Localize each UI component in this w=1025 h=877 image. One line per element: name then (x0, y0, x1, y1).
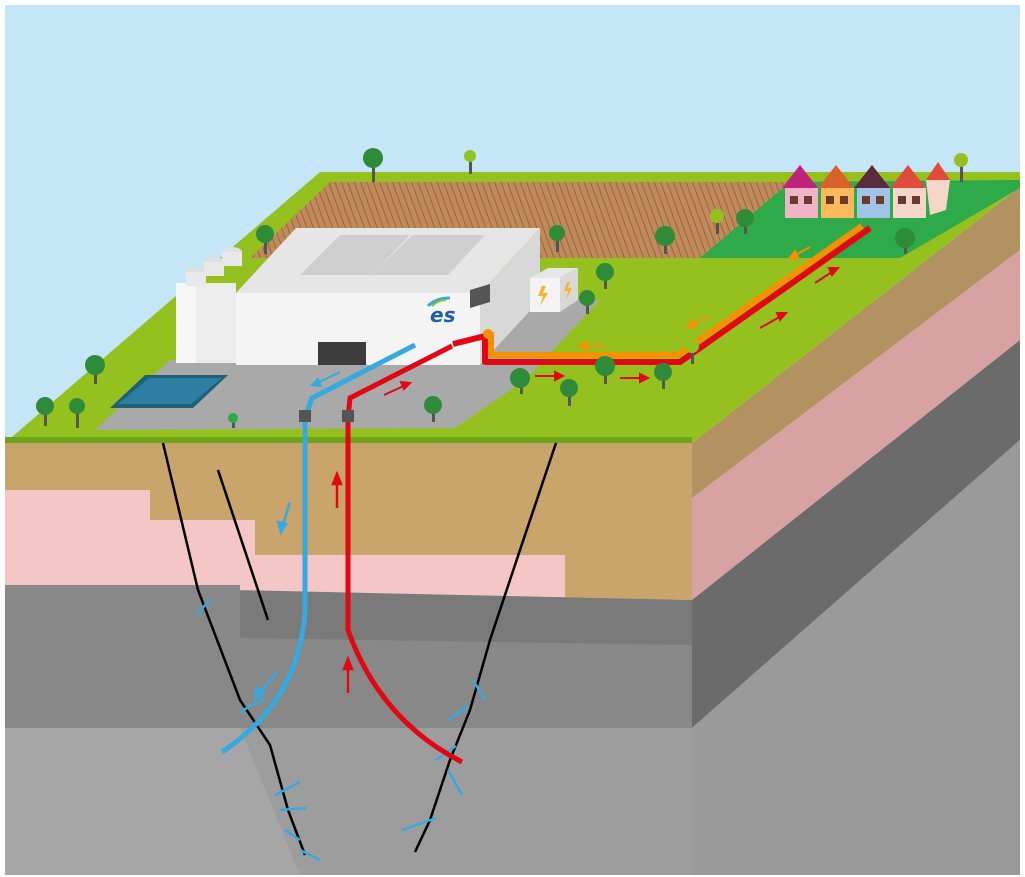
injection-wellhead (299, 410, 311, 422)
front-face-layers (5, 443, 692, 875)
arrow-icon (253, 671, 278, 701)
heat-return-pipe (488, 223, 864, 358)
front-dark-rock-band (5, 585, 692, 728)
tree-icon (36, 397, 54, 426)
tree-icon (256, 225, 274, 254)
front-pink-layer (5, 490, 692, 600)
side-soil-layer (692, 187, 1020, 498)
arrow-icon (814, 267, 841, 284)
tree-icon (560, 379, 578, 406)
arrow-icon (309, 371, 341, 388)
tree-icon (654, 363, 672, 389)
transformer-box (530, 268, 578, 312)
tree-icon (736, 209, 754, 234)
flow-arrows-subsurface (253, 470, 354, 701)
house-icon (890, 165, 926, 218)
arrow-icon (342, 655, 354, 693)
power-plant-building: es (236, 228, 540, 365)
arrow-icon (786, 246, 811, 261)
arrow-icon (331, 470, 343, 508)
house-icon (854, 165, 890, 218)
tree-icon (596, 263, 614, 289)
garage-door (318, 342, 366, 365)
arrow-icon (535, 370, 566, 382)
side-light-rock-layer (692, 440, 1020, 875)
tree-icon (363, 148, 383, 182)
heat-network-pipes (452, 223, 872, 365)
side-face-layers (692, 187, 1020, 875)
arrow-icon (576, 340, 605, 352)
flow-arrows-surface (309, 246, 841, 396)
trees (36, 148, 968, 428)
production-well (345, 343, 464, 765)
arrow-icon (684, 315, 711, 328)
arrow-icon (620, 372, 651, 384)
pond-water (118, 378, 222, 404)
side-dark-rock-layer (692, 340, 1020, 728)
arrow-icon (383, 380, 413, 396)
tree-icon (424, 396, 442, 422)
injection-well (220, 342, 417, 755)
house-icon (818, 165, 854, 218)
arrow-icon (276, 501, 292, 536)
tree-icon (710, 209, 724, 234)
tree-icon (69, 398, 85, 428)
fractures (195, 599, 487, 862)
tree-icon (579, 290, 595, 314)
house-icon (782, 165, 818, 218)
tree-icon (685, 339, 699, 364)
tree-icon (510, 368, 530, 394)
arrow-icon (759, 312, 789, 329)
tree-icon (228, 413, 238, 428)
tree-icon (595, 356, 615, 384)
production-wellhead (342, 410, 354, 422)
tree-icon (464, 150, 476, 174)
fault-left-secondary (216, 469, 270, 621)
logo-text: es (430, 303, 456, 327)
side-pink-layer (692, 250, 1020, 600)
wall-vent (470, 284, 490, 308)
front-light-rock-wedge (240, 728, 692, 875)
es-logo: es (426, 296, 456, 327)
tree-icon (85, 355, 105, 384)
heat-supply-pipe (452, 225, 872, 365)
tree-icon (895, 228, 915, 254)
tree-icon (655, 226, 675, 254)
cooling-towers (176, 247, 242, 363)
house-icon (926, 162, 950, 215)
houses-row (782, 162, 950, 218)
lightning-icon (564, 282, 572, 300)
tree-icon (549, 225, 565, 252)
tree-icon (954, 153, 968, 182)
lightning-icon (538, 286, 548, 306)
